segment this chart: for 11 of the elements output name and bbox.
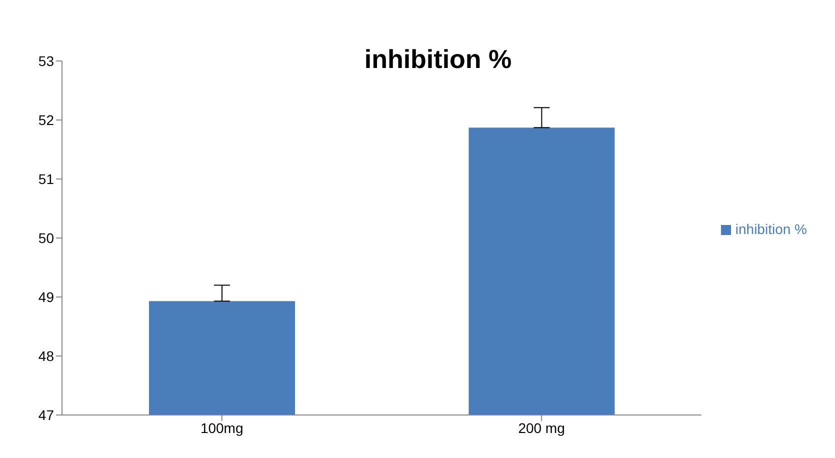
y-tick-label: 48 (38, 348, 54, 364)
legend-label: inhibition % (735, 221, 807, 237)
x-tick-label: 200 mg (518, 420, 565, 436)
y-tick-label: 49 (38, 288, 54, 305)
y-tick-label: 53 (38, 52, 54, 69)
y-tick-label: 47 (38, 406, 54, 423)
chart-title: inhibition % (363, 44, 513, 75)
x-tick-label: 100mg (200, 420, 244, 436)
y-tick-label: 52 (38, 112, 54, 128)
y-tick-label: 50 (38, 230, 54, 246)
y-tick-label: 51 (38, 170, 54, 187)
